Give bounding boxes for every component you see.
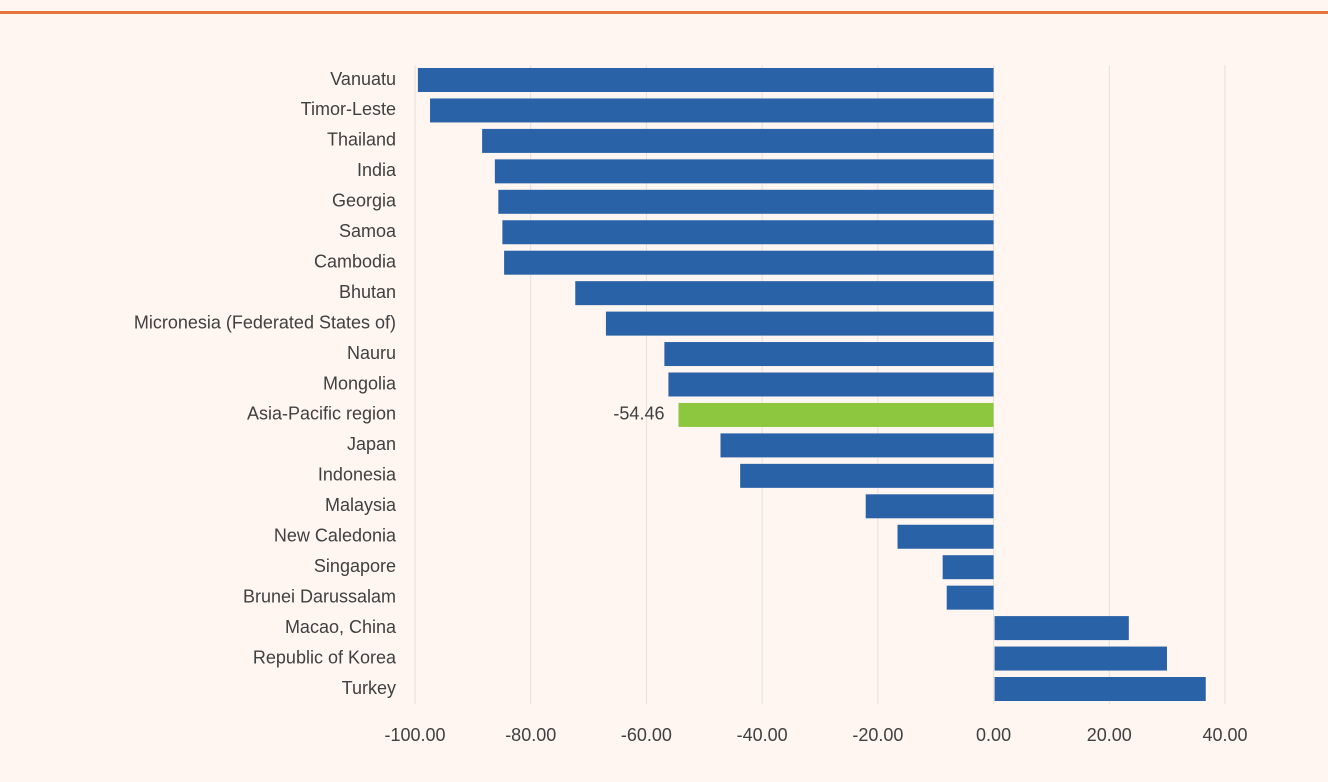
y-tick-label: Republic of Korea: [253, 647, 397, 667]
bar: [942, 555, 994, 580]
bar: [740, 463, 994, 488]
y-tick-label: Brunei Darussalam: [243, 586, 396, 606]
bar: [498, 189, 994, 214]
bar: [668, 372, 994, 397]
y-tick-label: Asia-Pacific region: [247, 404, 396, 424]
header-rule: [0, 11, 1328, 14]
bar: [994, 616, 1129, 641]
bar: [994, 646, 1167, 671]
y-tick-label: Thailand: [327, 130, 396, 150]
y-tick-label: Indonesia: [318, 465, 397, 485]
y-tick-label: Timor-Leste: [301, 99, 396, 119]
y-tick-label: Turkey: [342, 678, 396, 698]
y-tick-label: Cambodia: [314, 251, 397, 271]
bar: [430, 98, 994, 123]
x-tick-label: -100.00: [384, 725, 445, 745]
y-tick-label: Singapore: [314, 556, 396, 576]
y-tick-label: Georgia: [332, 191, 397, 211]
y-tick-label: New Caledonia: [274, 526, 397, 546]
y-tick-label: Micronesia (Federated States of): [134, 312, 396, 332]
bar: [946, 585, 994, 610]
bar: [664, 342, 994, 367]
y-tick-label: Vanuatu: [330, 69, 396, 89]
y-tick-label: Nauru: [347, 343, 396, 363]
bar: [482, 128, 994, 153]
y-tick-label: Mongolia: [323, 373, 397, 393]
y-tick-label: Samoa: [339, 221, 397, 241]
bar: [504, 250, 994, 275]
x-tick-label: -80.00: [505, 725, 556, 745]
x-tick-label: -60.00: [621, 725, 672, 745]
x-tick-label: 20.00: [1087, 725, 1132, 745]
bar: [897, 524, 994, 549]
bar: [720, 433, 994, 458]
bars: [417, 68, 1206, 701]
bar: [994, 677, 1206, 701]
y-tick-label: India: [357, 160, 397, 180]
y-tick-label: Japan: [347, 434, 396, 454]
value-label: -54.46: [613, 404, 664, 424]
bar: [417, 68, 994, 92]
y-tick-label: Malaysia: [325, 495, 397, 515]
bar: [865, 494, 994, 519]
y-tick-label: Bhutan: [339, 282, 396, 302]
bar: [678, 402, 994, 427]
x-tick-label: -20.00: [852, 725, 903, 745]
bar: [575, 281, 994, 306]
x-tick-label: 40.00: [1202, 725, 1247, 745]
bar: [605, 311, 994, 336]
bar: [502, 220, 994, 245]
y-tick-label: Macao, China: [285, 617, 397, 637]
x-tick-label: 0.00: [976, 725, 1011, 745]
bar: [494, 159, 994, 184]
x-tick-label: -40.00: [737, 725, 788, 745]
